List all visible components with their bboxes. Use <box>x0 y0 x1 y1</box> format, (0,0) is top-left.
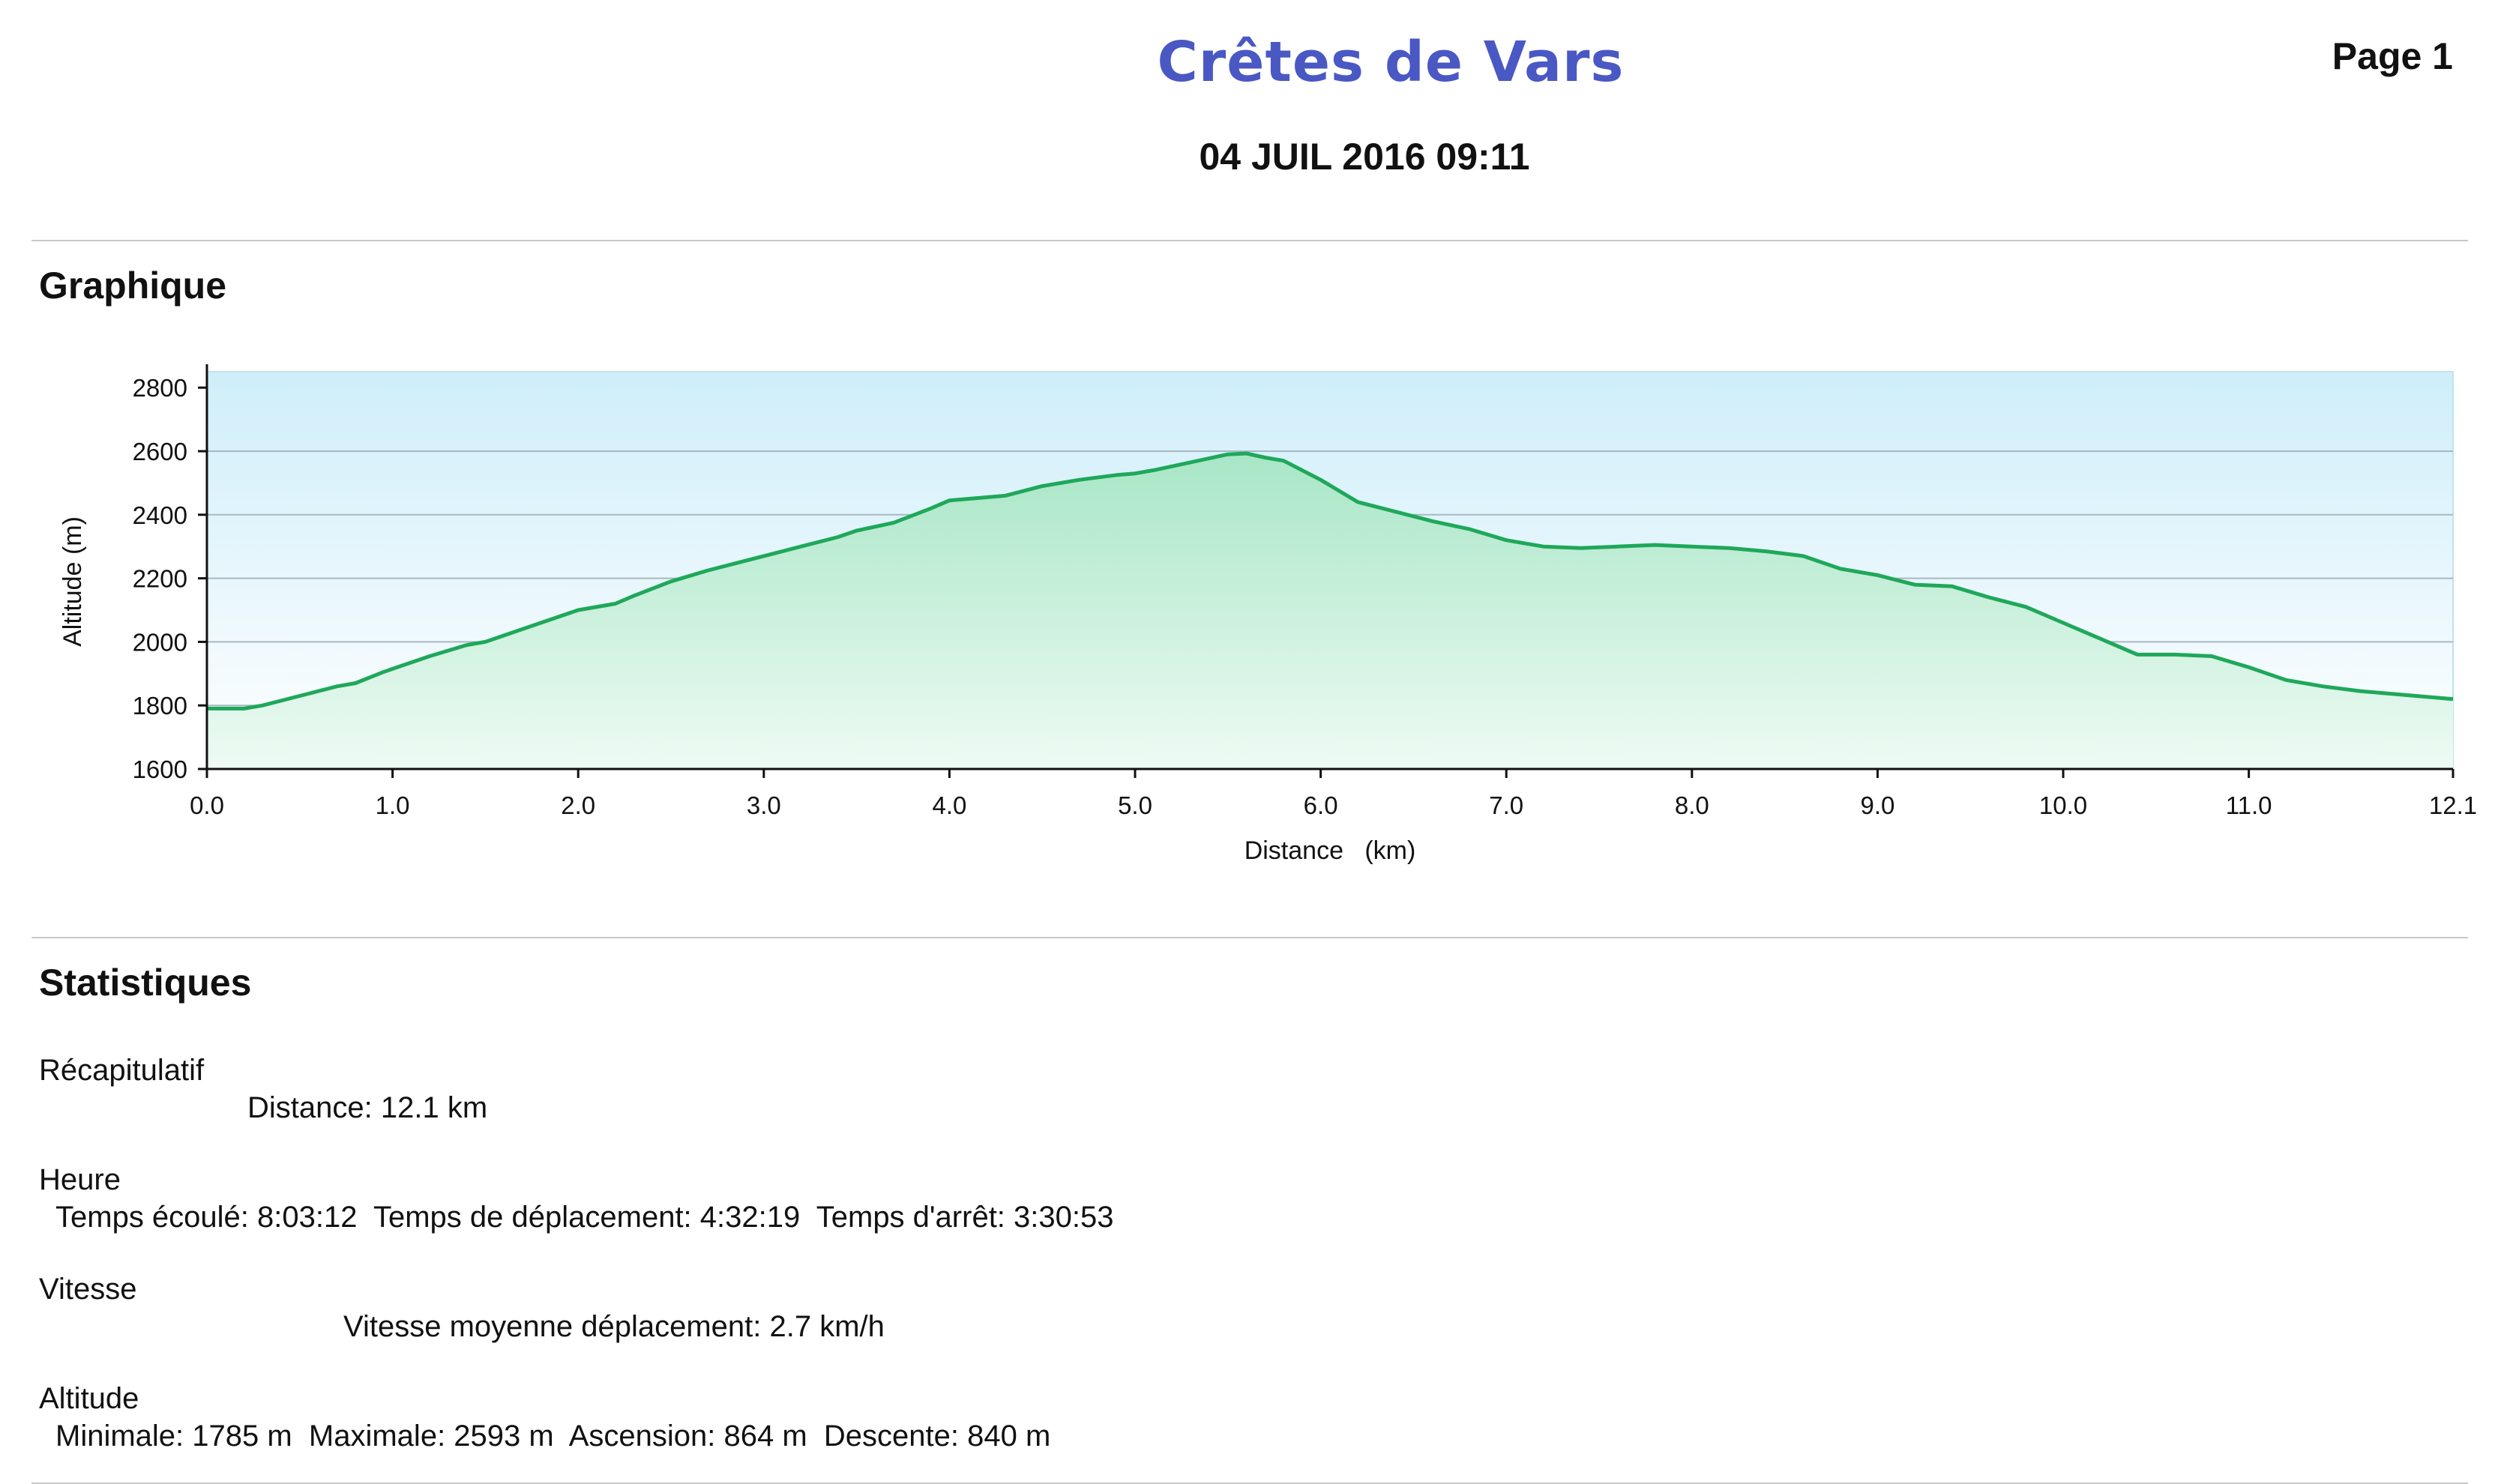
page-number: Page 1 <box>2332 35 2453 77</box>
y-tick-label: 2600 <box>133 438 187 465</box>
x-tick-label: 1.0 <box>376 791 410 819</box>
x-tick-label: 3.0 <box>747 791 781 819</box>
y-axis-label: Altitude (m) <box>58 516 87 647</box>
x-tick-label: 0.0 <box>190 791 224 819</box>
x-tick-label: 6.0 <box>1304 791 1338 819</box>
stat-heading-time: Heure <box>39 1163 121 1196</box>
section-title-graph: Graphique <box>39 265 227 307</box>
x-tick-label: 4.0 <box>932 791 966 819</box>
stat-heading-altitude: Altitude <box>39 1382 139 1415</box>
stat-heading-speed: Vitesse <box>39 1273 137 1306</box>
stat-altitude: Minimale: 1785 m Maximale: 2593 m Ascens… <box>55 1420 1051 1453</box>
section-title-stats: Statistiques <box>39 962 252 1004</box>
elevation-line <box>207 451 2454 711</box>
y-tick-label: 1800 <box>133 692 187 720</box>
x-axis-label: Distance (km) <box>1245 836 1416 865</box>
y-tick-label: 2000 <box>133 628 187 656</box>
y-tick-label: 2800 <box>133 374 187 402</box>
elevation-area <box>207 453 2453 769</box>
x-tick-label: 11.0 <box>2226 791 2272 819</box>
divider <box>31 937 2468 938</box>
page-title: Crêtes de Vars <box>1157 30 1625 94</box>
y-tick-label: 2200 <box>133 565 187 593</box>
stat-time: Temps écoulé: 8:03:12 Temps de déplaceme… <box>55 1201 1114 1234</box>
stat-distance: Distance: 12.1 km <box>247 1091 488 1124</box>
report-date: 04 JUIL 2016 09:11 <box>1199 136 1530 178</box>
x-tick-label: 9.0 <box>1860 791 1894 819</box>
x-tick-label: 10.0 <box>2039 791 2087 819</box>
y-tick-label: 2400 <box>133 501 187 529</box>
elevation-chart: 1600 1800 2000 2200 2400 2600 2800 0.0 1.0 2.0 3.… <box>58 364 2477 865</box>
x-tick-label: 8.0 <box>1675 791 1709 819</box>
stat-speed: Vitesse moyenne déplacement: 2.7 km/h <box>343 1310 885 1343</box>
y-tick-label: 1600 <box>133 755 187 783</box>
x-tick-label: 7.0 <box>1489 791 1523 819</box>
x-tick-label: 2.0 <box>561 791 595 819</box>
divider <box>31 240 2468 241</box>
x-tick-label: 12.1 <box>2429 791 2477 819</box>
x-tick-label: 5.0 <box>1118 791 1152 819</box>
stat-heading-recap: Récapitulatif <box>39 1054 205 1087</box>
